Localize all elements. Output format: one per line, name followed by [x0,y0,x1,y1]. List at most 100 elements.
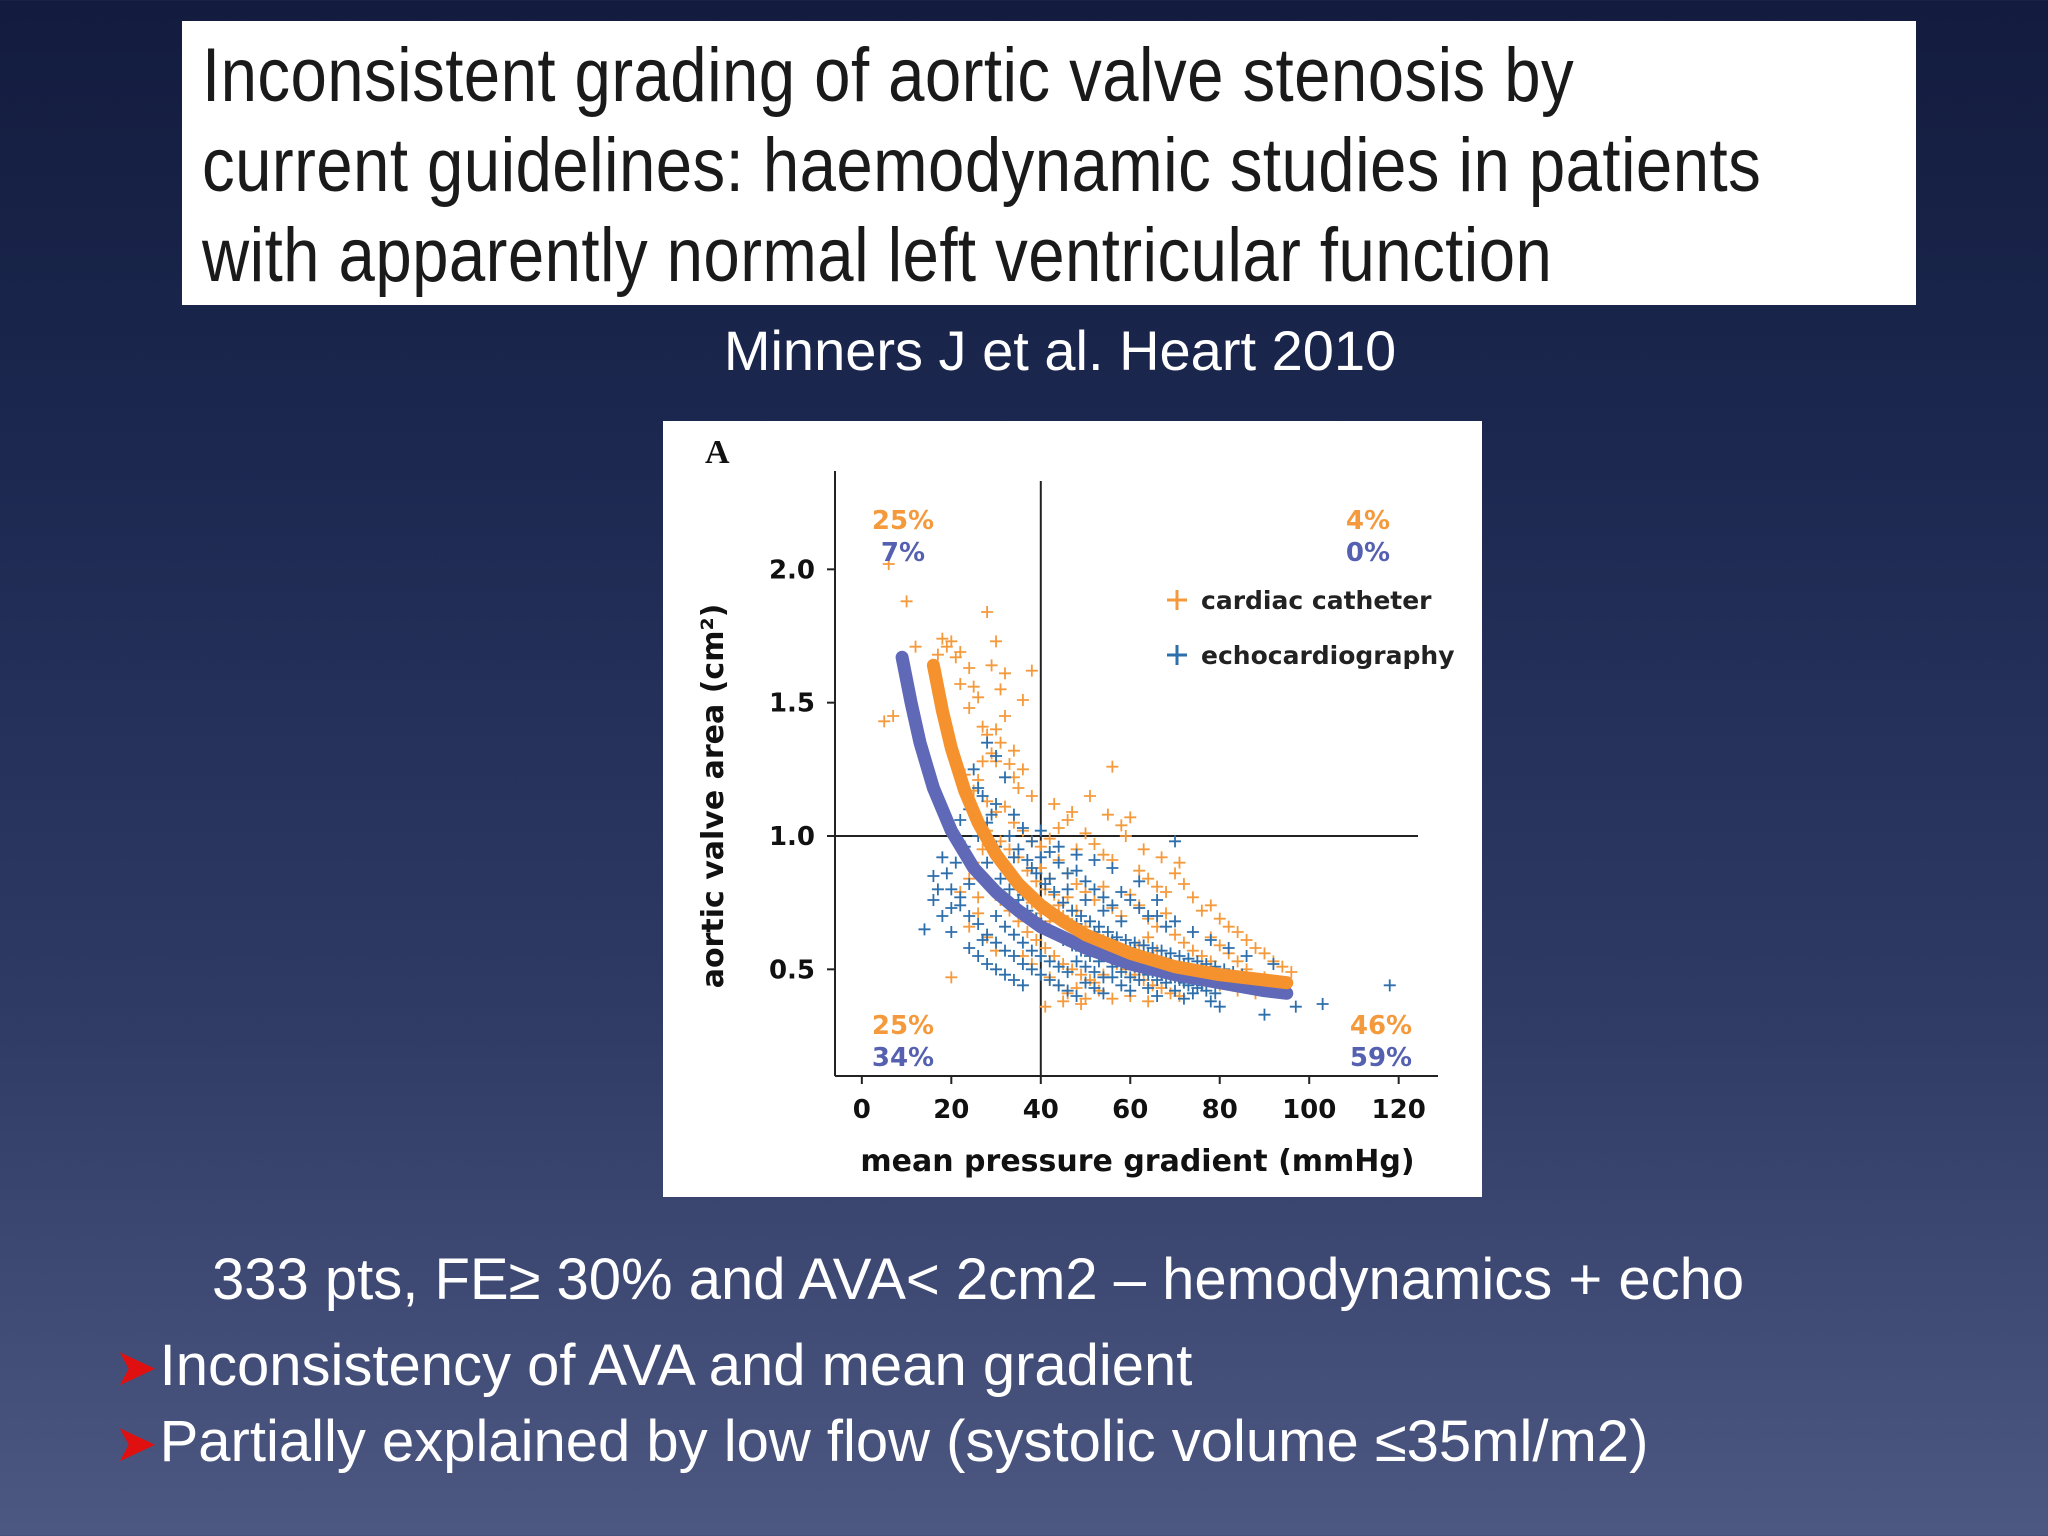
echocardiography-point [940,867,953,880]
cardiac-catheter-point [1106,992,1119,1005]
cardiac-catheter-point [963,662,976,674]
echocardiography-point [1034,968,1047,981]
y-tick-label: 1.5 [769,689,815,719]
echocardiography-point [999,920,1011,933]
cardiac-catheter-point [1240,934,1253,946]
x-tick-label: 20 [933,1095,969,1125]
echocardiography-point [999,771,1011,784]
echocardiography-point [1016,936,1029,949]
echocardiography-point [963,942,976,954]
echocardiography-point [1043,974,1056,986]
echocardiography-point [949,856,962,869]
echocardiography-point [1052,979,1065,992]
echocardiography-point [1025,944,1038,957]
echocardiography-point [1146,942,1159,954]
echocardiography-point [1061,883,1074,896]
echocardiography-point [1021,854,1034,866]
echocardiography-point [936,910,949,922]
echocardiography-point [1043,846,1056,858]
article-title-line-1: Inconsistent grading of aortic valve ste… [202,33,1575,118]
echocardiography-point [1052,840,1065,853]
cardiac-catheter-point [1142,872,1155,885]
echocardiography-point [994,872,1007,885]
cardiac-catheter-point [976,720,989,733]
cardiac-catheter-point [1075,968,1088,981]
echocardiography-point [1012,843,1025,856]
cardiac-catheter-point [954,678,967,690]
echocardiography-point [1097,904,1110,917]
echocardiography-point [945,902,958,914]
echocardiography-point [1070,864,1083,877]
cardiac-catheter-point [1258,947,1271,960]
cardiac-catheter-point [1186,891,1199,904]
echocardiography-point [1209,987,1222,1000]
echocardiography-point [1267,958,1280,970]
echocardiography-point [1003,830,1016,842]
echocardiography-point [1079,894,1092,906]
echocardiography-point [927,894,940,906]
y-tick-label: 2.0 [769,555,815,585]
x-tick-label: 60 [1112,1095,1148,1125]
cardiac-catheter-point [1231,955,1244,968]
echocardiography-point [1052,856,1065,869]
cardiac-catheter-point [1007,744,1020,757]
cardiac-catheter-point [1186,944,1199,957]
cardiac-catheter-point [967,680,980,693]
echocardiography-point [990,963,1003,976]
echocardiography-point [1057,896,1070,909]
annotation-top-left: 7% [881,538,925,568]
cardiac-catheter-point [1142,931,1155,944]
echocardiography-point [1383,979,1396,992]
cardiac-catheter-point [882,558,895,570]
echocardiography-point [1137,939,1150,952]
echocardiography-point [1101,926,1114,938]
echocardiography-point [1115,886,1128,898]
cardiac-catheter-point [999,800,1011,813]
y-tick-label: 1.0 [769,822,815,852]
echocardiography-point [1124,971,1137,984]
echocardiography-point [972,918,985,930]
cardiac-catheter-point [994,683,1007,696]
echocardiography-point [1151,910,1164,922]
cardiac-catheter-point [1169,928,1181,941]
cardiac-catheter-point [1070,878,1083,890]
echocardiography-point [1186,926,1199,938]
cardiac-catheter-point [1101,808,1114,821]
echocardiography-point [1075,910,1088,922]
echocardiography-point [954,814,967,826]
cardiac-catheter-point [1231,926,1244,938]
legend-label: cardiac catheter [1201,586,1432,615]
echocardiography-point [945,883,958,896]
echocardiography-point [972,782,985,794]
echocardiography-point [1003,883,1016,896]
x-tick-label: 80 [1202,1095,1238,1125]
cardiac-catheter-point [1119,830,1132,842]
cardiac-catheter-point [990,723,1003,736]
echocardiography-point [1115,966,1128,978]
cardiac-catheter-point [1249,942,1262,954]
arrow-bullet-icon: ➤ [114,1415,158,1473]
cardiac-catheter-point [1039,942,1052,954]
echocardiography-point [1034,950,1047,962]
cardiac-catheter-point [931,648,944,661]
cardiac-catheter-point [954,646,967,658]
cardiac-catheter-fit-curve [926,658,1294,990]
cardiac-catheter-point [972,907,985,920]
cardiac-catheter-point [1285,966,1298,978]
echocardiography-point [976,934,989,946]
echocardiography-point [1169,835,1181,848]
echocardiography-point [918,923,931,936]
cardiac-catheter-point [1057,995,1070,1008]
echocardiography-point [1034,824,1047,837]
bullet-item: ➤Partially explained by low flow (systol… [114,1407,1648,1479]
annotation-bottom-right: 46% [1350,1011,1412,1041]
cardiac-catheter-point [1151,880,1164,893]
echocardiography-point [1177,992,1190,1005]
cardiac-catheter-point [1030,934,1043,946]
echocardiography-point [1079,960,1092,973]
annotation-bottom-left: 34% [872,1043,934,1073]
echocardiography-point [1133,902,1146,914]
echocardiography-point [1007,851,1020,864]
citation: Minners J et al. Heart 2010 [723,319,1397,382]
cardiac-catheter-point [976,755,989,768]
